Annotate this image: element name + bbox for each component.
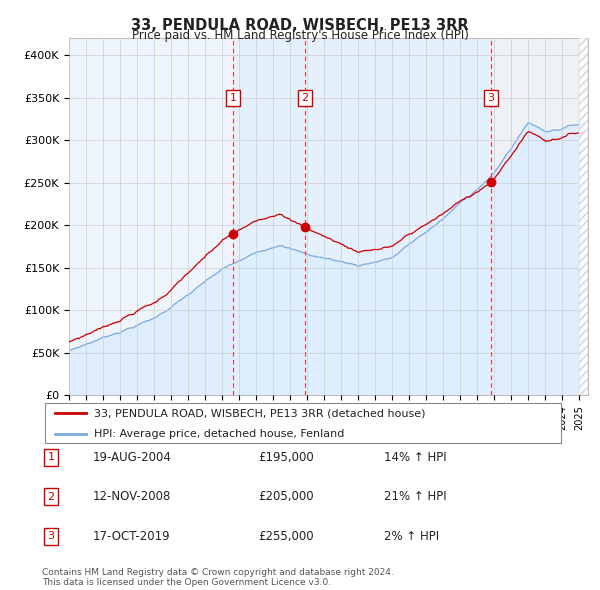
Text: 2: 2 [301,93,308,103]
Text: 1: 1 [47,453,55,462]
Text: 21% ↑ HPI: 21% ↑ HPI [384,490,446,503]
Text: 33, PENDULA ROAD, WISBECH, PE13 3RR (detached house): 33, PENDULA ROAD, WISBECH, PE13 3RR (det… [94,408,426,418]
Text: 3: 3 [47,532,55,541]
Text: Price paid vs. HM Land Registry's House Price Index (HPI): Price paid vs. HM Land Registry's House … [131,29,469,42]
Text: 12-NOV-2008: 12-NOV-2008 [93,490,172,503]
Text: £255,000: £255,000 [258,530,314,543]
Text: £205,000: £205,000 [258,490,314,503]
Text: 19-AUG-2004: 19-AUG-2004 [93,451,172,464]
Text: £195,000: £195,000 [258,451,314,464]
Text: 33, PENDULA ROAD, WISBECH, PE13 3RR: 33, PENDULA ROAD, WISBECH, PE13 3RR [131,18,469,33]
FancyBboxPatch shape [44,404,562,443]
Text: 14% ↑ HPI: 14% ↑ HPI [384,451,446,464]
Text: 2: 2 [47,492,55,502]
Text: 3: 3 [487,93,494,103]
Text: 17-OCT-2019: 17-OCT-2019 [93,530,170,543]
Bar [233,38,491,395]
Text: HPI: Average price, detached house, Fenland: HPI: Average price, detached house, Fenl… [94,428,344,438]
Polygon shape [580,38,588,395]
Text: 1: 1 [229,93,236,103]
Text: Contains HM Land Registry data © Crown copyright and database right 2024.
This d: Contains HM Land Registry data © Crown c… [42,568,394,587]
Bar [491,38,588,395]
Text: 2% ↑ HPI: 2% ↑ HPI [384,530,439,543]
